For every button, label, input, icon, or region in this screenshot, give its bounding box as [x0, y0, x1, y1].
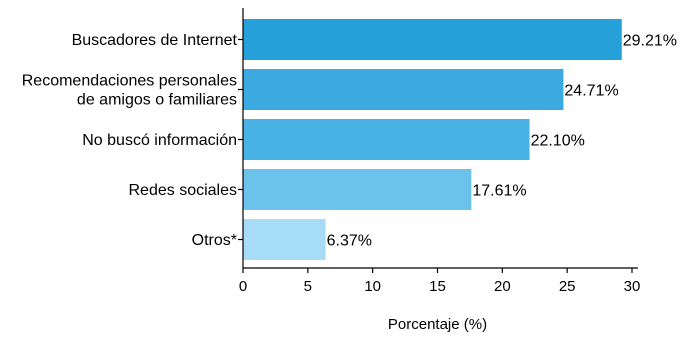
category-label-line: No buscó información	[82, 132, 237, 149]
value-label-1: 29.21%	[623, 33, 677, 50]
x-tick-label: 30	[624, 278, 641, 295]
category-label-2: Recomendaciones personales de amigos o fa…	[22, 73, 237, 109]
category-label-line: de amigos o familiares	[77, 92, 237, 109]
category-label-line: Buscadores de Internet	[72, 32, 238, 49]
value-labels-layer: 29.21% 24.71% 22.10% 17.61% 6.37%	[327, 33, 677, 250]
value-label-2: 24.71%	[564, 83, 618, 100]
bars-layer	[243, 19, 622, 260]
x-tick-label: 0	[239, 278, 247, 295]
bar-4	[243, 169, 472, 210]
value-label-5: 6.37%	[327, 233, 372, 250]
category-label-3: No buscó información	[82, 132, 237, 149]
x-tick-label: 5	[304, 278, 312, 295]
category-label-line: Otros*	[192, 232, 237, 249]
x-tick-label: 15	[429, 278, 446, 295]
category-label-1: Buscadores de Internet	[72, 32, 238, 49]
bar-5	[243, 219, 326, 260]
category-label-line: Recomendaciones personales	[22, 73, 237, 90]
category-label-line: Redes sociales	[129, 182, 238, 199]
x-tick-label: 20	[494, 278, 511, 295]
category-label-5: Otros*	[192, 232, 237, 249]
x-axis-title: Porcentaje (%)	[388, 316, 487, 333]
x-tick-label: 10	[364, 278, 381, 295]
bar-3	[243, 119, 530, 160]
value-label-4: 17.61%	[472, 183, 526, 200]
x-tick-label: 25	[559, 278, 576, 295]
axes-layer: 0 5 10 15 20 25 30	[238, 8, 640, 295]
value-label-3: 22.10%	[531, 133, 585, 150]
bar-2	[243, 69, 564, 110]
category-labels-layer: Buscadores de Internet Recomendaciones pe…	[22, 32, 238, 249]
bar-1	[243, 19, 622, 60]
category-label-4: Redes sociales	[129, 182, 238, 199]
